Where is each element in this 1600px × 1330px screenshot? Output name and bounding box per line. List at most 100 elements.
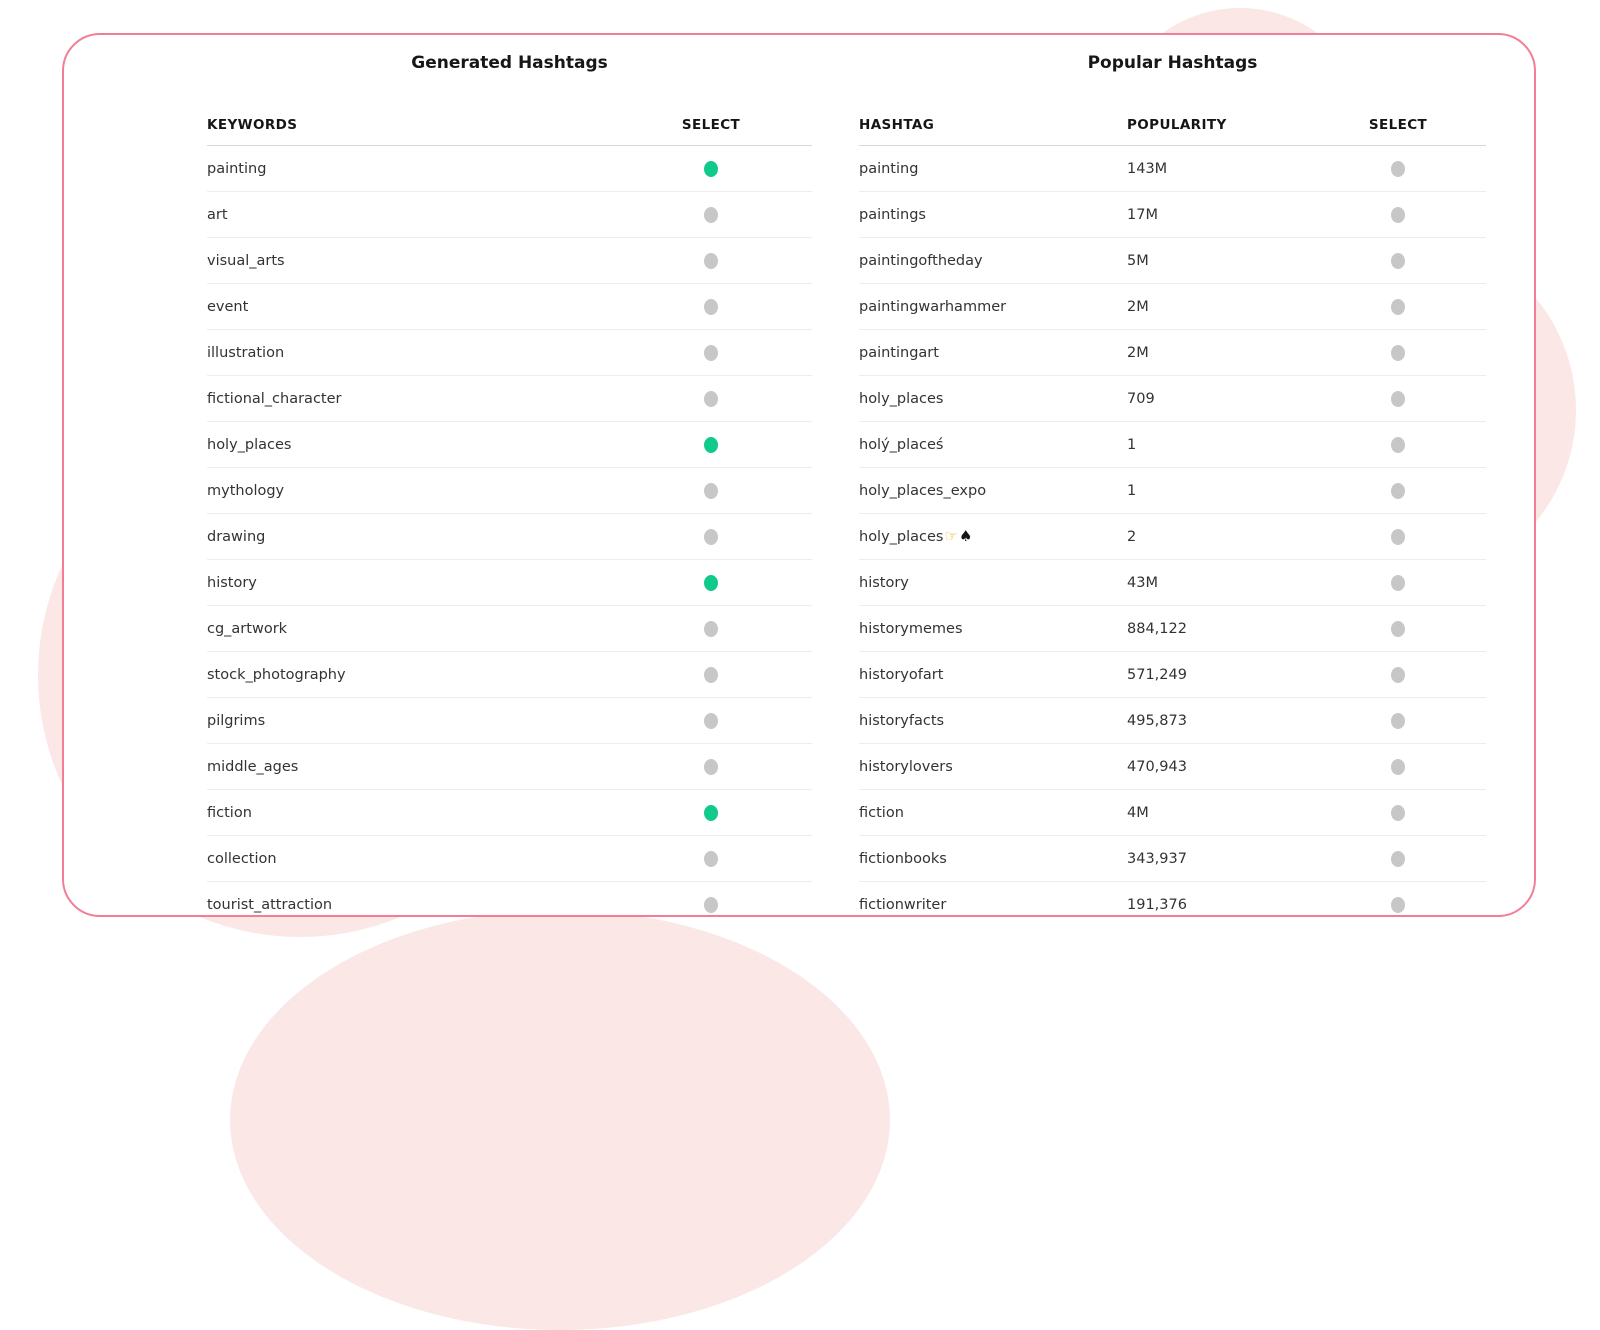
select-cell	[1366, 804, 1430, 821]
hashtag-text: historyfacts	[859, 712, 945, 729]
select-toggle[interactable]	[1391, 436, 1405, 453]
select-cell	[1366, 252, 1430, 269]
select-toggle[interactable]	[704, 850, 718, 867]
select-cell	[679, 758, 743, 775]
hashtag-label: holy_places_expo	[859, 483, 1127, 499]
select-cell	[1366, 712, 1430, 729]
select-toggle[interactable]	[704, 436, 718, 453]
select-cell	[679, 850, 743, 867]
select-toggle[interactable]	[1391, 804, 1405, 821]
popular-hashtags-title: Popular Hashtags	[1087, 53, 1258, 73]
hashtag-label: historyfacts	[859, 713, 1127, 729]
select-toggle[interactable]	[704, 528, 718, 545]
table-row: historyfacts 495,873	[859, 698, 1486, 744]
select-toggle[interactable]	[1391, 390, 1405, 407]
select-toggle[interactable]	[704, 804, 718, 821]
select-toggle[interactable]	[1391, 758, 1405, 775]
hashtag-label: historymemes	[859, 621, 1127, 637]
select-toggle[interactable]	[1391, 896, 1405, 913]
select-toggle[interactable]	[704, 712, 718, 729]
generated-hashtags-title: Generated Hashtags	[411, 53, 608, 73]
keyword-label: tourist_attraction	[207, 896, 333, 913]
hashtag-label: holý_placeś	[859, 437, 1127, 453]
select-toggle[interactable]	[1391, 528, 1405, 545]
select-cell	[679, 436, 743, 453]
select-toggle[interactable]	[704, 298, 718, 315]
select-toggle[interactable]	[1391, 160, 1405, 177]
select-toggle[interactable]	[704, 896, 718, 913]
select-cell	[1366, 482, 1430, 499]
select-toggle[interactable]	[1391, 850, 1405, 867]
keyword-label: visual_arts	[207, 252, 285, 269]
select-toggle[interactable]	[1391, 344, 1405, 361]
background-blob	[230, 910, 890, 1330]
table-row: fiction 4M	[859, 790, 1486, 836]
popular-hashtags-section: Popular Hashtags HASHTAG POPULARITY SELE…	[859, 35, 1486, 927]
select-toggle[interactable]	[1391, 482, 1405, 499]
column-header-popularity: POPULARITY	[1127, 117, 1227, 133]
select-toggle[interactable]	[1391, 574, 1405, 591]
table-row: visual_arts	[207, 238, 812, 284]
popularity-value: 2	[1127, 528, 1137, 545]
select-toggle[interactable]	[704, 206, 718, 223]
keyword-label: stock_photography	[207, 666, 346, 683]
table-row: painting	[207, 146, 812, 192]
popularity-value: 884,122	[1127, 620, 1187, 637]
hashtag-text: paintingoftheday	[859, 252, 983, 269]
select-toggle[interactable]	[1391, 712, 1405, 729]
hashtag-text: historyofart	[859, 666, 944, 683]
select-toggle[interactable]	[1391, 206, 1405, 223]
select-toggle[interactable]	[704, 160, 718, 177]
select-toggle[interactable]	[704, 666, 718, 683]
select-toggle[interactable]	[1391, 666, 1405, 683]
generated-table-header: KEYWORDS SELECT	[207, 105, 812, 146]
spade-icon: ♠	[958, 527, 973, 545]
table-row: paintingoftheday 5M	[859, 238, 1486, 284]
select-toggle[interactable]	[704, 758, 718, 775]
table-row: drawing	[207, 514, 812, 560]
table-row: history 43M	[859, 560, 1486, 606]
select-toggle[interactable]	[704, 620, 718, 637]
table-row: collection	[207, 836, 812, 882]
select-toggle[interactable]	[704, 482, 718, 499]
table-row: fictionwriter 191,376	[859, 882, 1486, 927]
select-cell	[679, 666, 743, 683]
select-toggle[interactable]	[704, 390, 718, 407]
table-row: paintingwarhammer 2M	[859, 284, 1486, 330]
popularity-value: 470,943	[1127, 758, 1187, 775]
keyword-label: history	[207, 574, 257, 591]
table-row: stock_photography	[207, 652, 812, 698]
select-toggle[interactable]	[1391, 620, 1405, 637]
hashtag-text: historylovers	[859, 758, 953, 775]
hashtag-text: holy_places_expo	[859, 482, 987, 499]
select-toggle[interactable]	[704, 344, 718, 361]
select-toggle[interactable]	[704, 574, 718, 591]
keyword-label: middle_ages	[207, 758, 299, 775]
keyword-label: illustration	[207, 344, 285, 361]
table-row: cg_artwork	[207, 606, 812, 652]
select-cell	[679, 252, 743, 269]
hashtag-text: fiction	[859, 804, 904, 821]
hashtag-text: paintingart	[859, 344, 939, 361]
hashtag-text: fictionwriter	[859, 896, 947, 913]
pointing-hand-icon: ☞	[944, 527, 958, 545]
select-toggle[interactable]	[704, 252, 718, 269]
select-toggle[interactable]	[1391, 298, 1405, 315]
hashtag-text: paintingwarhammer	[859, 298, 1007, 315]
table-row: art	[207, 192, 812, 238]
table-row: fictional_character	[207, 376, 812, 422]
keyword-label: fiction	[207, 804, 252, 821]
select-cell	[679, 206, 743, 223]
hashtag-label: fiction	[859, 805, 1127, 821]
hashtag-label: paintingoftheday	[859, 253, 1127, 269]
popularity-value: 191,376	[1127, 896, 1187, 913]
popularity-value: 495,873	[1127, 712, 1187, 729]
column-header-select: SELECT	[1368, 117, 1428, 133]
select-cell	[1366, 896, 1430, 913]
select-toggle[interactable]	[1391, 252, 1405, 269]
popularity-value: 343,937	[1127, 850, 1187, 867]
table-row: holý_placeś 1	[859, 422, 1486, 468]
table-row: historymemes 884,122	[859, 606, 1486, 652]
table-row: paintings 17M	[859, 192, 1486, 238]
select-cell	[679, 344, 743, 361]
